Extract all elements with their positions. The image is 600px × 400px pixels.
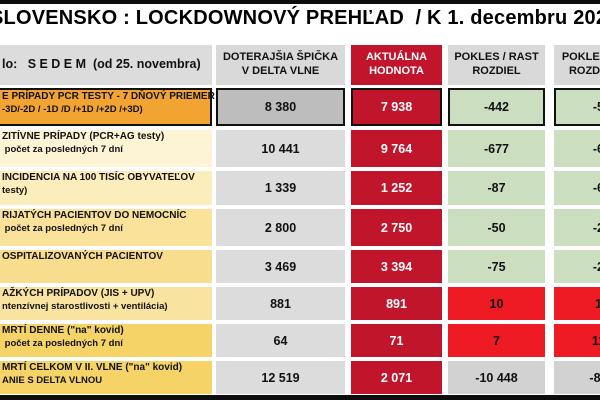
current-value: 2 750 [351,209,442,246]
table-row: MRTÍ DENNE ("na" kovid) počet za posledn… [0,324,600,357]
peak-value: 2 800 [216,209,345,246]
row-label: E PRÍPADY PCR TESTY - 7 DŇOVÝ PRIEMER -3… [0,88,215,126]
current-value: 9 764 [351,130,442,167]
diff-value: -87 [448,171,545,205]
page-title: SLOVENSKO : LOCKDOWNOVÝ PREHĽAD / K 1. d… [0,7,600,29]
peak-value: 64 [216,324,345,357]
header-pct-column: POKLES / RAST ROZDIEL v % [554,45,600,85]
current-value: 71 [351,324,442,357]
current-value: 891 [351,287,442,320]
peak-value: 1 339 [216,171,345,205]
header-motto: lo: S E D E M (od 25. novembra) [0,45,212,85]
header-peak-column: DOTERAJŠIA ŠPIČKA V DELTA VLNE [216,45,345,85]
table-row: RIJATÝCH PACIENTOV DO NEMOCNÍC počet za … [0,209,600,246]
peak-value: 10 441 [216,130,345,167]
table-row: MRTÍ CELKOM V II. VLNE ("na" kovid) ANIE… [0,361,600,394]
diff-value: -50 [448,209,545,246]
header-diff-line1: POKLES / RAST [454,51,539,64]
row-label-line1: ZITÍVNE PRÍPADY (PCR+AG testy) [2,131,165,142]
table-row: E PRÍPADY PCR TESTY - 7 DŇOVÝ PRIEMER -3… [0,88,600,126]
pct-value: -2% [554,250,600,283]
table-row: ZITÍVNE PRÍPADY (PCR+AG testy) počet za … [0,130,600,167]
pct-value: -6% [554,130,600,167]
diff-value: -677 [448,130,545,167]
header-pct-line2: ROZDIEL v % [568,65,600,77]
header-current-line1: AKTUÁLNA [365,51,428,64]
row-label-line2: počet za posledných 7 dní [2,337,123,349]
row-label-line1: RIJATÝCH PACIENTOV DO NEMOCNÍC [2,210,187,221]
row-label-line2: testy) [2,184,28,196]
current-value: 3 394 [351,250,442,283]
table-row: OSPITALIZOVANÝCH PACIENTOV 3 469 3 394 -… [0,250,600,283]
pct-value: -2% [554,209,600,246]
peak-value: 8 380 [216,88,345,126]
row-label-line2: počet za posledných 7 dní [2,143,123,155]
current-value: 1 252 [351,171,442,205]
diff-value: 7 [448,324,545,357]
current-value: 7 938 [351,88,442,126]
row-label-line1: E PRÍPADY PCR TESTY - 7 DŇOVÝ PRIEMER [2,91,215,102]
header-diff-column: POKLES / RAST ROZDIEL [448,45,545,85]
peak-value: 12 519 [216,361,345,394]
header-current-column: AKTUÁLNA HODNOTA [351,45,442,85]
row-label-line1: INCIDENCIA NA 100 TISÍC OBYVATEĽOV [2,172,195,183]
header-diff-line2: ROZDIEL [472,65,521,77]
current-value: 2 071 [351,361,442,394]
header-pct-line1: POKLES / RAST [561,51,600,64]
row-label: ZITÍVNE PRÍPADY (PCR+AG testy) počet za … [0,130,212,167]
top-border [0,0,600,4]
header-current-line2: HODNOTA [369,65,424,77]
pct-value: -83% [554,361,600,394]
header-peak-line1: DOTERAJŠIA ŠPIČKA [222,51,339,64]
row-label-line1: MRTÍ DENNE ("na" kovid) [2,325,124,336]
table-row: AŽKÝCH PRÍPADOV (JIS + UPV) ntenzívnej s… [0,287,600,320]
row-label: OSPITALIZOVANÝCH PACIENTOV [0,250,212,283]
row-label: MRTÍ DENNE ("na" kovid) počet za posledn… [0,324,212,357]
row-label-line1: OSPITALIZOVANÝCH PACIENTOV [2,251,163,262]
row-label-line2: -3D/-2D / -1D /D /+1D /+2D /+3D) [2,103,143,115]
row-label-line2: ANIE S DELTA VLNOU [2,374,103,386]
table-row: INCIDENCIA NA 100 TISÍC OBYVATEĽOV testy… [0,171,600,205]
header-peak-line2: V DELTA VLNE [241,65,320,77]
pct-value: 11% [554,324,600,357]
diff-value: -75 [448,250,545,283]
bottom-border [0,395,600,400]
row-label: RIJATÝCH PACIENTOV DO NEMOCNÍC počet za … [0,209,212,246]
pct-value: -6% [554,171,600,205]
header-row: lo: S E D E M (od 25. novembra) DOTERAJŠ… [0,45,600,85]
row-label-line2: počet za posledných 7 dní [2,222,123,234]
diff-value: 10 [448,287,545,320]
row-label: MRTÍ CELKOM V II. VLNE ("na" kovid) ANIE… [0,361,212,394]
peak-value: 881 [216,287,345,320]
peak-value: 3 469 [216,250,345,283]
pct-value: 1% [554,287,600,320]
row-label-line1: MRTÍ CELKOM V II. VLNE ("na" kovid) [2,362,183,373]
diff-value: -442 [448,88,545,126]
row-label: INCIDENCIA NA 100 TISÍC OBYVATEĽOV testy… [0,171,212,205]
pct-value: -5% [554,88,600,126]
diff-value: -10 448 [448,361,545,394]
row-label: AŽKÝCH PRÍPADOV (JIS + UPV) ntenzívnej s… [0,287,212,320]
row-label-line2: ntenzívnej starostlivosti + ventilácia) [2,300,168,312]
row-label-line1: AŽKÝCH PRÍPADOV (JIS + UPV) [2,288,155,299]
